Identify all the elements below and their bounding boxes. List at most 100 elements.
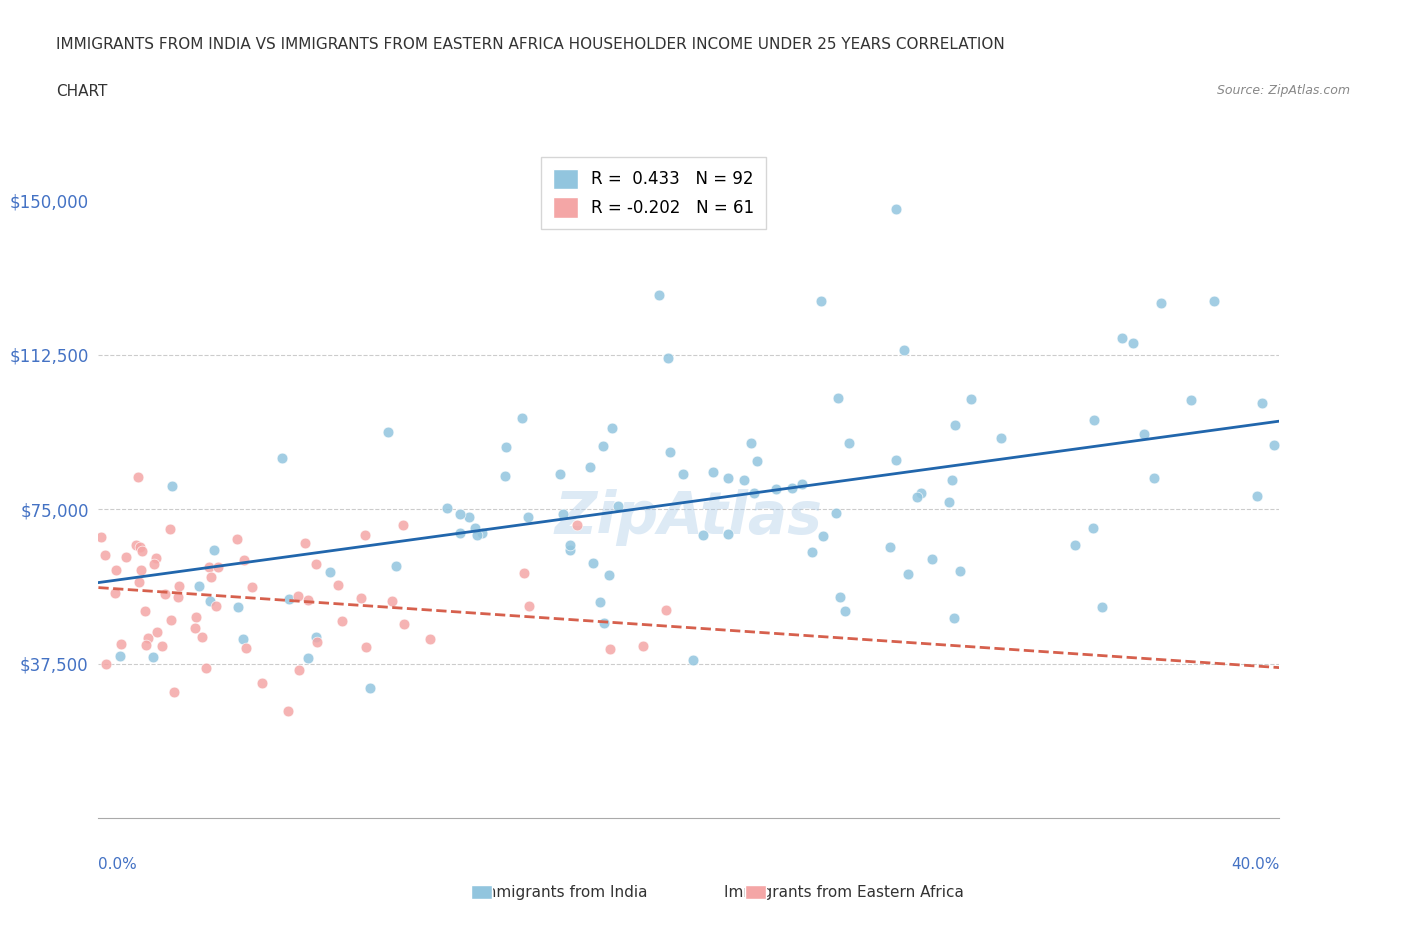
Point (134, 604, 156, 618)
Point (359, 680, 381, 695)
Point (1081, 521, 1104, 536)
Point (110, 636, 132, 651)
Point (207, 560, 229, 575)
Point (198, 593, 221, 608)
Point (657, 351, 679, 365)
Point (394, 617, 416, 631)
Point (128, 574, 150, 589)
Point (143, 557, 166, 572)
Point (163, 684, 186, 699)
Point (464, 520, 486, 535)
Point (160, 479, 183, 494)
Point (672, 467, 695, 482)
Point (548, 467, 571, 482)
Point (145, 625, 167, 640)
Point (744, 485, 766, 500)
Point (319, 565, 342, 579)
Point (990, 431, 1012, 445)
Point (385, 559, 408, 574)
Point (90, 530, 112, 545)
Point (110, 648, 132, 663)
Point (305, 557, 328, 572)
Point (1091, 600, 1114, 615)
Point (1133, 426, 1156, 441)
Point (1122, 336, 1144, 351)
Point (830, 590, 852, 604)
Point (204, 598, 226, 613)
Point (131, 563, 153, 578)
Point (1143, 471, 1166, 485)
Point (959, 392, 981, 407)
Point (598, 567, 620, 582)
Point (131, 544, 153, 559)
Point (449, 525, 471, 540)
Point (599, 642, 621, 657)
Point (297, 592, 319, 607)
Point (494, 469, 516, 484)
Point (94, 548, 117, 563)
Point (631, 638, 654, 653)
Point (560, 538, 582, 552)
Point (834, 604, 856, 618)
Point (790, 477, 813, 492)
Point (740, 435, 762, 450)
Point (200, 570, 222, 585)
Point (717, 526, 740, 541)
Text: Source: ZipAtlas.com: Source: ZipAtlas.com (1216, 84, 1350, 97)
Text: Immigrants from India: Immigrants from India (477, 885, 648, 900)
Point (391, 518, 413, 533)
Point (884, 201, 907, 216)
Legend: R =  0.433   N = 92, R = -0.202   N = 61: R = 0.433 N = 92, R = -0.202 N = 61 (541, 157, 766, 230)
Point (607, 498, 630, 513)
Text: 0.0%: 0.0% (98, 857, 138, 872)
Point (553, 506, 575, 521)
Point (159, 522, 181, 537)
Point (436, 501, 458, 516)
Point (270, 450, 292, 465)
Point (780, 481, 803, 496)
Point (800, 544, 823, 559)
Point (897, 566, 920, 581)
Point (592, 438, 614, 453)
Point (921, 551, 943, 566)
Point (449, 507, 471, 522)
Point (104, 563, 127, 578)
Text: IMMIGRANTS FROM INDIA VS IMMIGRANTS FROM EASTERN AFRICA HOUSEHOLDER INCOME UNDER: IMMIGRANTS FROM INDIA VS IMMIGRANTS FROM… (56, 37, 1005, 52)
Point (250, 676, 273, 691)
Point (167, 578, 190, 593)
Point (1063, 538, 1085, 552)
Point (307, 634, 329, 649)
Point (294, 536, 316, 551)
Point (589, 594, 612, 609)
Point (560, 542, 582, 557)
Point (648, 287, 671, 302)
Point (145, 551, 167, 565)
Point (350, 591, 373, 605)
Point (943, 418, 966, 432)
Point (198, 560, 221, 575)
Point (949, 565, 972, 579)
Point (1083, 412, 1105, 427)
Point (125, 538, 148, 553)
Point (202, 542, 225, 557)
Point (191, 630, 214, 644)
Text: Immigrants from Eastern Africa: Immigrants from Eastern Africa (724, 885, 963, 900)
Point (941, 472, 963, 487)
Point (600, 420, 623, 435)
Point (195, 660, 218, 675)
Point (1202, 293, 1225, 308)
Point (381, 594, 404, 609)
Point (226, 599, 249, 614)
Point (659, 445, 682, 459)
Point (150, 639, 173, 654)
Point (702, 465, 724, 480)
Point (142, 650, 165, 665)
Point (127, 470, 149, 485)
Point (893, 342, 915, 357)
Point (825, 506, 848, 521)
Point (287, 589, 309, 604)
Point (129, 539, 152, 554)
Point (942, 610, 965, 625)
Point (159, 612, 181, 627)
Point (495, 440, 517, 455)
